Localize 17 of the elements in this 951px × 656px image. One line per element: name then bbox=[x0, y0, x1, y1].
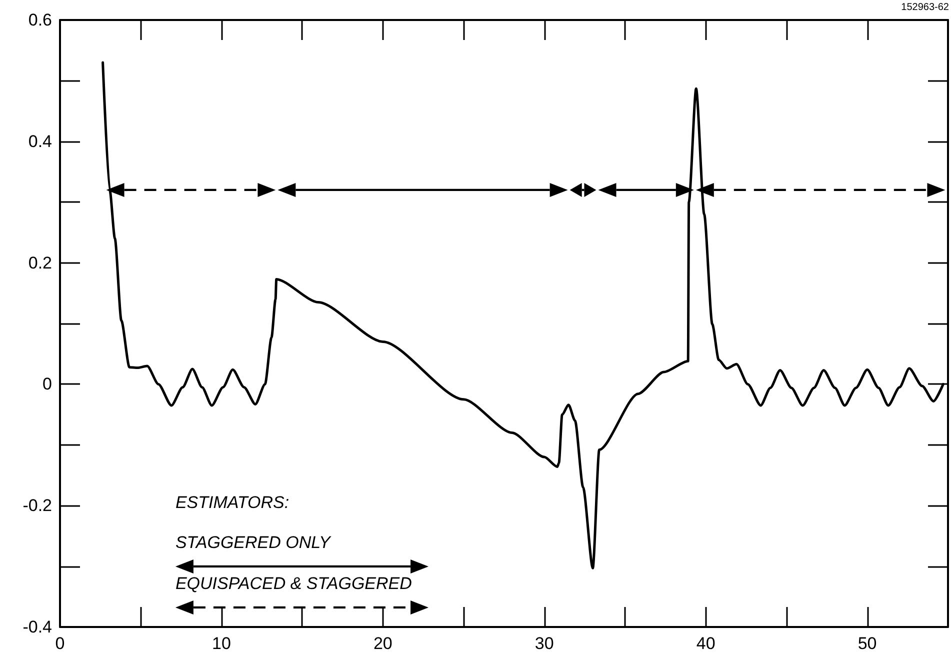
y-tick-label: 0.6 bbox=[28, 10, 52, 30]
annotation: EQUISPACED & STAGGERED bbox=[175, 574, 412, 594]
y-tick-label: -0.4 bbox=[22, 618, 52, 636]
x-tick-label: 20 bbox=[373, 634, 392, 653]
line-series bbox=[102, 61, 944, 570]
y-tick-label: 0.2 bbox=[28, 253, 52, 272]
x-tick-label: 10 bbox=[212, 634, 231, 653]
x-tick-label: 40 bbox=[696, 634, 716, 653]
y-tick-label: 0.4 bbox=[28, 132, 52, 151]
annotation: STAGGERED ONLY bbox=[175, 533, 330, 554]
x-tick-label: 30 bbox=[534, 634, 554, 653]
x-tick-label: 50 bbox=[858, 634, 877, 653]
x-tick-label: 0 bbox=[55, 634, 65, 653]
y-tick-label: -0.2 bbox=[22, 496, 52, 516]
y-tick-label: 0 bbox=[42, 374, 52, 394]
legend-title: ESTIMATORS: bbox=[175, 493, 290, 514]
text: 152963-62 bbox=[901, 2, 949, 13]
